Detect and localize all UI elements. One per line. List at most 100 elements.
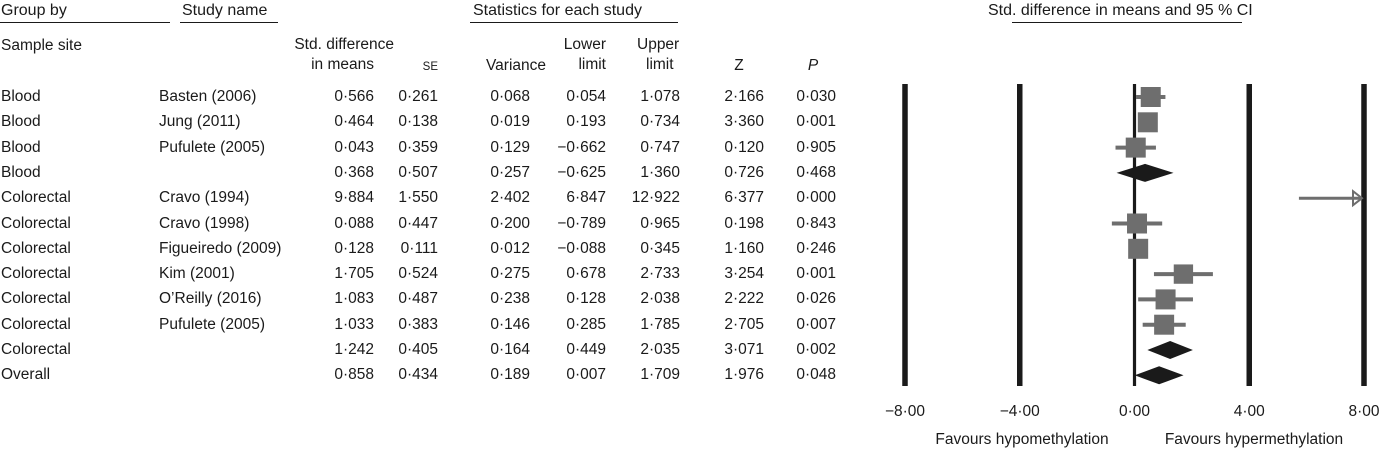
cell-upper: 2·035 (640, 341, 680, 358)
cell-study: Basten (2006) (159, 88, 257, 105)
cell-se: 0·359 (398, 138, 438, 156)
cell-lower: 0·449 (566, 341, 606, 358)
cell-se: 0·507 (398, 163, 438, 181)
cell-se: 0·138 (398, 113, 438, 131)
col-variance: Variance (485, 57, 546, 74)
cell-var: 0·275 (490, 265, 530, 283)
cell-p: 0·246 (796, 239, 836, 257)
cell-site: Colorectal (1, 341, 71, 358)
cell-site: Overall (1, 366, 51, 384)
x-tick-label: −4·00 (1000, 403, 1040, 420)
cell-z: 6·377 (724, 189, 764, 207)
cell-upper: 1·709 (640, 366, 680, 384)
cell-z: 3·071 (724, 341, 764, 358)
cell-z: 2·166 (724, 88, 764, 105)
cell-se: 0·261 (398, 88, 438, 105)
header-study-name: Study name (182, 2, 268, 19)
cell-z: 3·254 (724, 265, 764, 283)
cell-site: Blood (1, 163, 41, 181)
cell-se: 0·487 (398, 290, 438, 308)
col-upper-line2: limit (646, 56, 674, 73)
x-tick-label: 4·00 (1234, 403, 1265, 420)
cell-lower: −0·662 (557, 138, 606, 156)
header-rule-plot (1012, 22, 1242, 23)
cell-z: 2·222 (724, 290, 764, 308)
cell-smd: 1·242 (334, 341, 374, 358)
cell-p: 0·001 (796, 265, 836, 283)
cell-se: 0·447 (398, 214, 438, 232)
header-group-by: Group by (1, 2, 67, 19)
cell-z: 0·120 (724, 138, 764, 156)
cell-smd: 0·858 (334, 366, 374, 384)
cell-p: 0·468 (796, 163, 836, 181)
point-estimate (1128, 238, 1149, 259)
cell-p: 0·007 (796, 315, 836, 333)
x-tick-label: 0·00 (1119, 403, 1150, 420)
cell-z: 3·360 (724, 113, 764, 131)
cell-z: 1·976 (724, 366, 764, 384)
cell-study: O’Reilly (2016) (159, 290, 262, 308)
col-z: Z (734, 57, 744, 74)
cell-upper: 0·747 (640, 138, 680, 156)
col-smd-line2: in means (311, 56, 374, 73)
col-lower-line1: Lower (563, 36, 606, 53)
cell-se: 1·550 (398, 189, 438, 207)
cell-p: 0·001 (796, 113, 836, 131)
cell-upper: 0·734 (640, 113, 680, 131)
cell-study: Pufulete (2005) (159, 315, 265, 333)
cell-var: 0·189 (490, 366, 530, 384)
cell-smd: 1·083 (334, 290, 374, 308)
cell-upper: 0·345 (640, 239, 680, 257)
cell-upper: 12·922 (631, 189, 680, 207)
cell-var: 0·019 (490, 113, 530, 131)
cell-smd: 9·884 (334, 189, 374, 207)
cell-site: Blood (1, 88, 41, 105)
point-estimate (1155, 289, 1176, 310)
cell-site: Colorectal (1, 239, 71, 257)
cell-smd: 0·566 (334, 88, 374, 105)
cell-var: 0·200 (490, 214, 530, 232)
cell-site: Colorectal (1, 189, 71, 207)
label-favours-left: Favours hypomethylation (935, 431, 1108, 448)
cell-study: Cravo (1998) (159, 214, 250, 232)
cell-site: Colorectal (1, 265, 71, 283)
point-estimate (1127, 213, 1148, 234)
cell-site: Colorectal (1, 214, 71, 232)
cell-z: 1·160 (724, 239, 764, 257)
cell-var: 0·146 (490, 315, 530, 333)
cell-smd: 0·464 (334, 113, 374, 131)
cell-upper: 1·078 (640, 88, 680, 105)
col-upper-line1: Upper (637, 36, 680, 53)
cell-z: 2·705 (724, 315, 764, 333)
cell-z: 0·198 (724, 214, 764, 232)
cell-smd: 0·043 (334, 138, 374, 156)
cell-lower: 0·285 (566, 315, 606, 333)
cell-p: 0·000 (796, 189, 836, 207)
cell-lower: 0·128 (566, 290, 606, 308)
arrow-head-icon (1352, 189, 1364, 208)
cell-lower: 0·193 (566, 113, 606, 131)
header-rule-stats (470, 22, 678, 23)
cell-lower: 6·847 (566, 189, 606, 207)
cell-p: 0·905 (796, 138, 836, 156)
header-rule-group (0, 22, 170, 23)
point-estimate (1154, 314, 1175, 335)
cell-upper: 1·785 (640, 315, 680, 333)
cell-se: 0·111 (400, 239, 438, 257)
point-estimate (1137, 112, 1158, 133)
label-favours-right: Favours hypermethylation (1165, 431, 1343, 448)
header-rule-study (180, 22, 278, 23)
cell-site: Colorectal (1, 290, 71, 308)
cell-var: 0·012 (490, 239, 530, 257)
cell-smd: 0·088 (334, 214, 374, 232)
x-tick-label: −8·00 (885, 403, 925, 420)
cell-lower: 0·007 (566, 366, 606, 384)
cell-upper: 1·360 (640, 163, 680, 181)
cell-site: Blood (1, 138, 41, 156)
cell-se: 0·405 (398, 341, 438, 358)
cell-p: 0·843 (796, 214, 836, 232)
summary-diamond (1134, 366, 1184, 385)
cell-var: 0·129 (490, 138, 530, 156)
cell-var: 0·164 (490, 341, 530, 358)
cell-se: 0·524 (398, 265, 438, 283)
